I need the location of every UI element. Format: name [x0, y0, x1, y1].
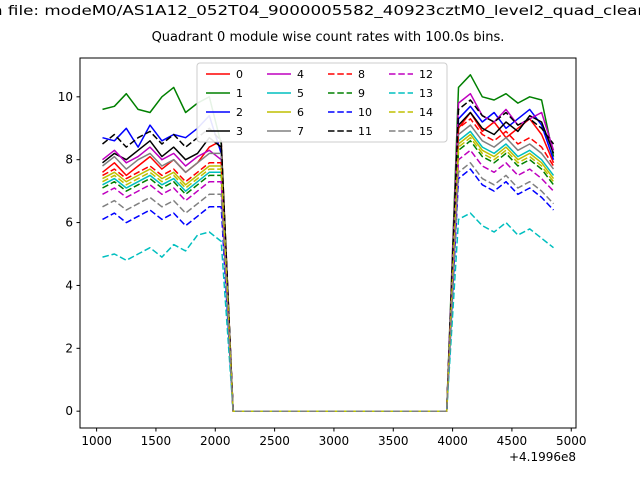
legend-label-6: 6 — [297, 106, 304, 119]
legend-label-14: 14 — [419, 106, 433, 119]
legend-label-8: 8 — [358, 68, 365, 81]
series-line-11 — [102, 99, 555, 412]
series-line-14 — [102, 136, 555, 412]
legend-label-10: 10 — [358, 106, 372, 119]
series-line-13 — [102, 212, 554, 412]
y-tick-label: 10 — [58, 90, 73, 104]
legend-box — [196, 62, 448, 143]
series-line-0 — [102, 111, 555, 412]
x-tick-label: 3000 — [319, 434, 350, 448]
figure-title-clipped: n file: modeM0/AS1A12_052T04_9000005582_… — [0, 4, 640, 19]
y-tick-label: 4 — [65, 278, 73, 292]
series-line-6 — [102, 133, 555, 412]
x-tick-label: 2000 — [200, 434, 231, 448]
axes-frame — [79, 57, 577, 429]
y-tick-label: 6 — [65, 216, 73, 230]
legend-label-9: 9 — [358, 87, 365, 100]
legend-label-3: 3 — [236, 125, 243, 138]
y-tick-label: 8 — [65, 153, 73, 167]
x-tick-label: 4500 — [497, 434, 528, 448]
series-line-9 — [102, 140, 555, 412]
x-tick-label: 3500 — [378, 434, 409, 448]
plot-layer: 1000 1500 2000 2500 3000 3500 4000 4500 5000 0 2 4 6… — [58, 57, 587, 464]
legend-label-1: 1 — [236, 87, 243, 100]
x-tick-label: 2500 — [259, 434, 290, 448]
legend-label-15: 15 — [419, 125, 433, 138]
axes-title: Quadrant 0 module wise count rates with … — [152, 30, 505, 45]
series-line-15 — [102, 162, 555, 412]
series-line-10 — [102, 168, 555, 412]
x-tick-label: 1000 — [81, 434, 112, 448]
y-tick-label: 2 — [65, 341, 73, 355]
x-axis-offset-label: +4.1996e8 — [509, 450, 576, 464]
series-lines — [102, 74, 555, 412]
legend-label-7: 7 — [297, 125, 304, 138]
legend-label-0: 0 — [236, 68, 243, 81]
legend-label-5: 5 — [297, 87, 304, 100]
legend-label-4: 4 — [297, 68, 304, 81]
legend-label-13: 13 — [419, 87, 433, 100]
legend-label-2: 2 — [236, 106, 243, 119]
series-line-12 — [102, 149, 555, 412]
x-tick-label: 4000 — [437, 434, 468, 448]
legend-label-11: 11 — [358, 125, 372, 138]
y-tick-label: 0 — [65, 404, 73, 418]
x-tick-label: 1500 — [141, 434, 172, 448]
series-line-3 — [102, 111, 555, 412]
legend-label-12: 12 — [419, 68, 433, 81]
x-tick-label: 5000 — [556, 434, 587, 448]
